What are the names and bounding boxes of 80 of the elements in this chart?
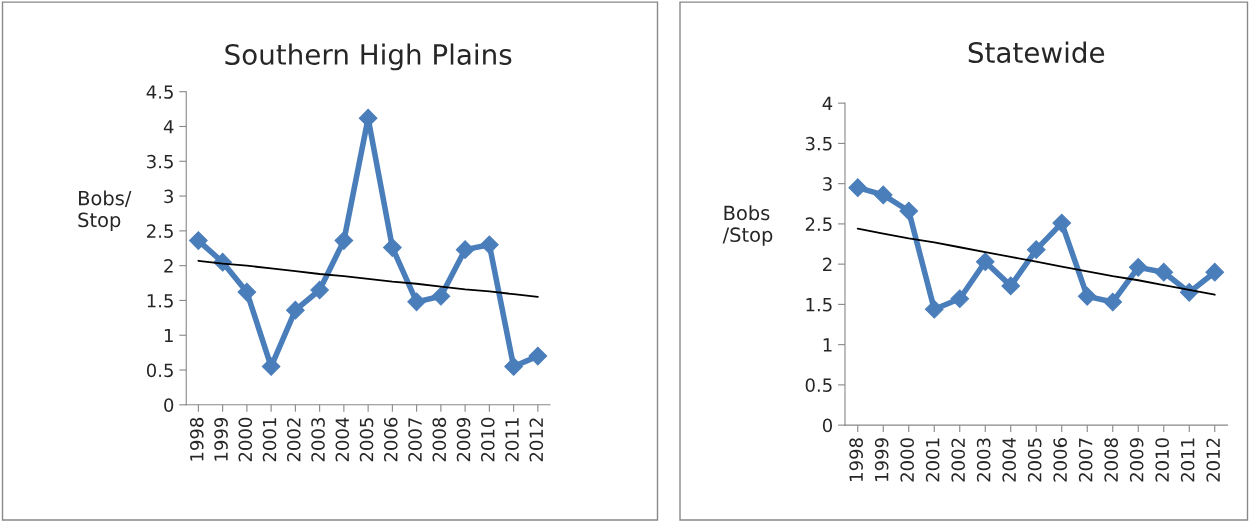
x-tick-label: 2009 bbox=[456, 417, 471, 462]
y-tick-label: 2 bbox=[164, 259, 173, 273]
x-tick-label: 2010 bbox=[1155, 438, 1169, 482]
y-tick-label: 3.5 bbox=[805, 136, 832, 151]
point bbox=[848, 178, 868, 198]
y-tick-label: 2 bbox=[823, 257, 832, 272]
point bbox=[286, 300, 305, 320]
y-axis-title: Bobs /Stop bbox=[722, 205, 773, 246]
point bbox=[237, 282, 257, 302]
point bbox=[1154, 262, 1174, 282]
x-tick-label: 2008 bbox=[432, 417, 447, 462]
y-tick-label: 0 bbox=[822, 418, 832, 433]
x-tick-label: 2009 bbox=[1129, 438, 1144, 482]
point bbox=[310, 280, 329, 300]
x-tick-label: 2011 bbox=[1180, 438, 1195, 482]
x-tick-label: 2000 bbox=[238, 417, 253, 462]
y-tick-label: 0.5 bbox=[146, 363, 173, 378]
point bbox=[975, 252, 995, 272]
x-tick-label: 2006 bbox=[1053, 438, 1067, 482]
point bbox=[1001, 276, 1021, 296]
y-tick-label: 0 bbox=[164, 398, 174, 412]
x-tick-label: 2012 bbox=[529, 418, 544, 462]
y-tick-label: 2.5 bbox=[147, 224, 173, 238]
x-tick-label: 2002 bbox=[951, 438, 965, 482]
point bbox=[334, 231, 354, 250]
y-tick-label: 3 bbox=[823, 177, 832, 191]
point bbox=[383, 238, 402, 257]
y-axis-title: Bobs/ Stop bbox=[78, 190, 132, 231]
y-tick-label: 3.5 bbox=[147, 154, 173, 169]
point bbox=[1077, 286, 1097, 306]
point bbox=[1103, 292, 1123, 312]
y-tick-label: 2.5 bbox=[805, 217, 832, 232]
x-tick-label: 2007 bbox=[408, 418, 422, 462]
x-tick-label: 2000 bbox=[900, 438, 914, 482]
y-tick-label: 1 bbox=[164, 328, 173, 343]
point bbox=[480, 235, 499, 255]
point bbox=[1205, 262, 1225, 282]
chart-title: Southern High Plains bbox=[225, 43, 512, 71]
point bbox=[1052, 213, 1072, 233]
x-tick-label: 2007 bbox=[1078, 438, 1093, 482]
y-tick-label: 4 bbox=[822, 96, 833, 111]
point bbox=[528, 346, 548, 366]
y-tick-label: 1.5 bbox=[806, 298, 832, 312]
x-tick-label: 2002 bbox=[286, 418, 301, 462]
x-tick-label: 2010 bbox=[480, 417, 495, 462]
x-tick-label: 2012 bbox=[1206, 438, 1220, 482]
x-tick-label: 2011 bbox=[505, 418, 519, 462]
x-tick-label: 2001 bbox=[925, 438, 940, 482]
point bbox=[1128, 258, 1148, 277]
x-tick-label: 2003 bbox=[311, 418, 325, 462]
x-tick-label: 2008 bbox=[1104, 438, 1118, 482]
y-tick-label: 1 bbox=[823, 338, 832, 352]
x-tick-label: 2003 bbox=[976, 438, 991, 482]
y-tick-label: 1.5 bbox=[147, 294, 173, 308]
point bbox=[873, 185, 893, 205]
point bbox=[455, 240, 475, 260]
x-tick-label: 2005 bbox=[359, 418, 374, 462]
x-tick-label: 2005 bbox=[1027, 438, 1042, 482]
x-tick-label: 2006 bbox=[383, 417, 398, 462]
point bbox=[261, 357, 281, 376]
y-tick-label: 3 bbox=[164, 189, 173, 204]
point bbox=[950, 289, 970, 309]
point bbox=[1026, 240, 1046, 260]
chart-title: Statewide bbox=[968, 41, 1105, 64]
y-tick-label: 4 bbox=[163, 120, 174, 134]
y-tick-label: 0.5 bbox=[805, 378, 832, 393]
point bbox=[189, 231, 208, 250]
point bbox=[899, 201, 919, 221]
point bbox=[504, 357, 523, 376]
point bbox=[924, 299, 944, 319]
x-tick-label: 2004 bbox=[335, 417, 350, 462]
x-tick-label: 1998 bbox=[849, 438, 863, 481]
point bbox=[431, 286, 451, 306]
x-tick-label: 1998 bbox=[189, 417, 204, 461]
x-tick-label: 2004 bbox=[1002, 437, 1016, 482]
y-tick-label: 4.5 bbox=[146, 85, 173, 99]
x-tick-label: 1999 bbox=[214, 417, 228, 461]
point bbox=[407, 292, 426, 312]
x-tick-label: 2001 bbox=[262, 418, 277, 462]
x-tick-label: 1999 bbox=[874, 438, 889, 481]
